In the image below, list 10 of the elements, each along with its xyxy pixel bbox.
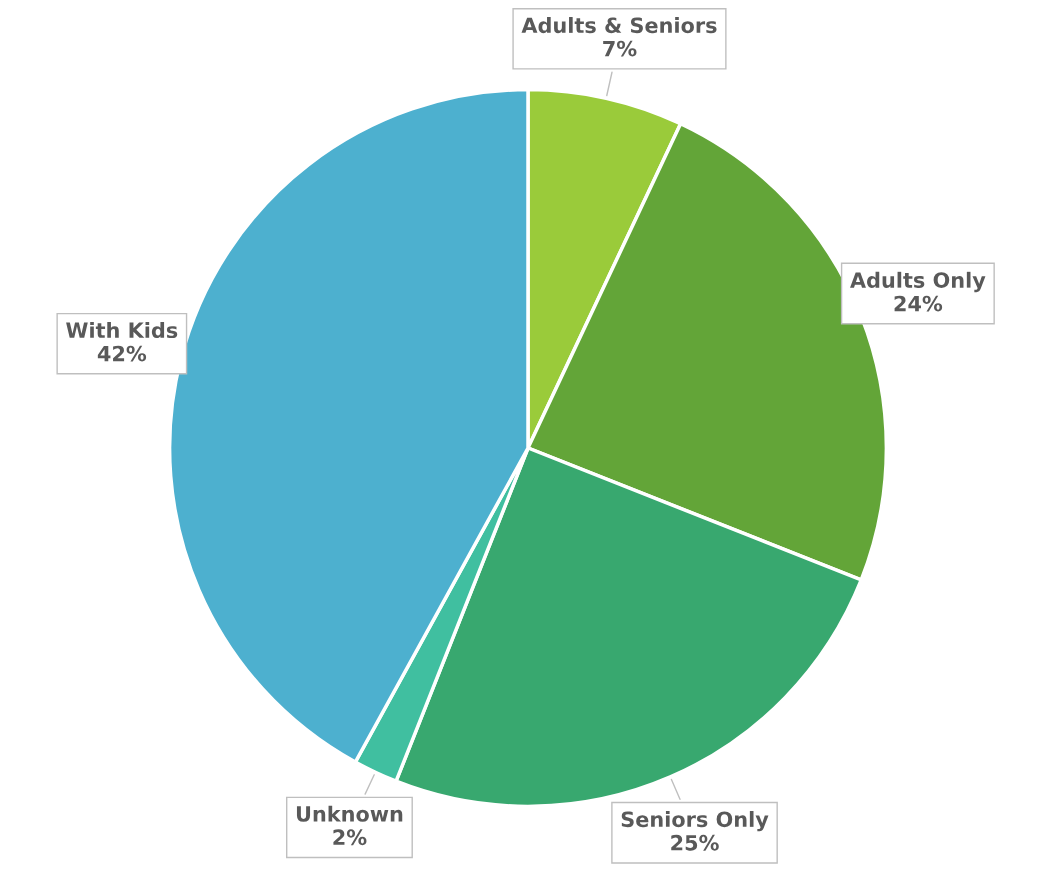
data-label: 25% bbox=[671, 834, 719, 851]
slice-label: Adults Only bbox=[850, 271, 986, 293]
data-label: 7% bbox=[603, 40, 637, 57]
slice-label: With Kids bbox=[66, 321, 178, 339]
data-label: 24% bbox=[894, 295, 943, 312]
slice-label: Unknown bbox=[296, 805, 403, 822]
data-label: 42% bbox=[97, 345, 147, 362]
slice-label: Seniors Only bbox=[621, 811, 769, 832]
data-label: 2% bbox=[333, 829, 367, 846]
slice-label: Adults & Seniors bbox=[521, 17, 717, 34]
